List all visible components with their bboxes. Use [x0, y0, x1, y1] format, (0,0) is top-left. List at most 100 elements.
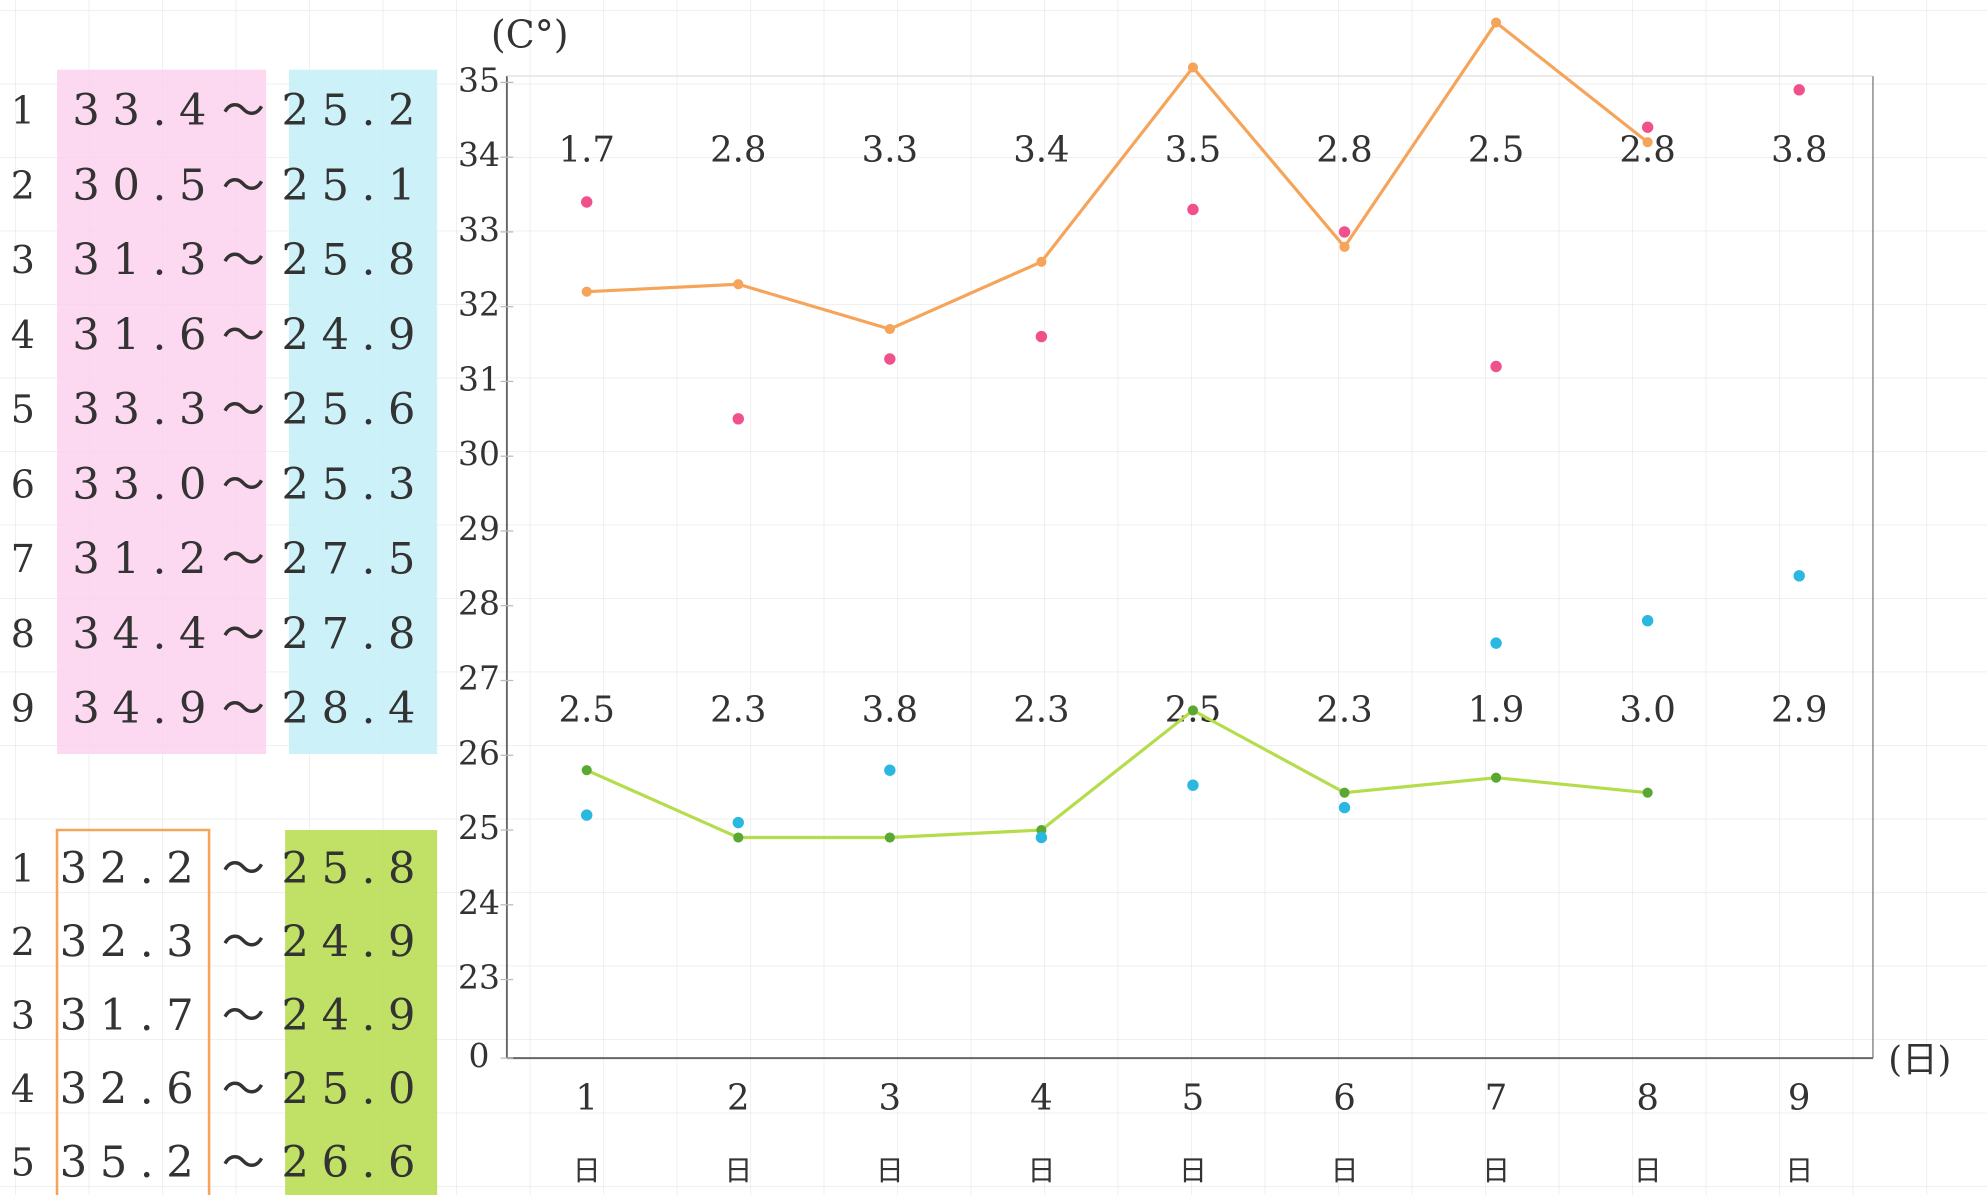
separator: 〜	[222, 535, 265, 585]
low-value: 25.0	[282, 1064, 429, 1114]
x-tick-label: 6	[1333, 1077, 1356, 1118]
low-value: 24.9	[282, 991, 429, 1041]
high-value: 31.3	[72, 236, 219, 286]
upper-note: 2.5	[1468, 130, 1524, 171]
row-number: 6	[11, 462, 35, 506]
y-tick-label: 29	[458, 509, 500, 548]
series-point	[1187, 705, 1199, 716]
x-unit: (日)	[1888, 1039, 1951, 1080]
y-tick-label: 26	[458, 733, 500, 772]
high-value: 32.3	[60, 917, 207, 967]
y-tick-label: 24	[458, 883, 500, 922]
lower-note: 3.0	[1619, 690, 1675, 731]
row-number: 8	[11, 612, 35, 656]
y-tick-label: 35	[458, 60, 500, 99]
separator: 〜	[222, 87, 265, 137]
x-tick-label: 5	[1182, 1077, 1205, 1118]
series-point	[1187, 62, 1199, 73]
y-tick-label: 23	[458, 958, 500, 997]
y-tick-label: 32	[458, 285, 500, 324]
upper-note: 2.8	[1316, 130, 1372, 171]
row-number: 5	[11, 1140, 35, 1184]
upper-note: 1.7	[559, 130, 615, 171]
scatter-point	[1035, 330, 1048, 343]
high-value: 34.4	[72, 609, 219, 659]
separator: 〜	[222, 991, 265, 1041]
separator: 〜	[222, 610, 265, 660]
scatter-point	[732, 413, 744, 425]
x-tick-label: 7	[1485, 1077, 1508, 1118]
low-value: 25.8	[282, 844, 429, 894]
x-tick-label: 9	[1788, 1077, 1811, 1118]
high-value: 31.7	[60, 991, 207, 1041]
low-value: 25.1	[282, 161, 429, 211]
y-tick-label: 31	[458, 359, 500, 398]
day-mark: 日	[1785, 1154, 1813, 1187]
scatter-point	[581, 809, 593, 821]
upper-note: 3.4	[1013, 130, 1069, 171]
y-tick-label: 27	[458, 659, 500, 698]
scatter-point	[1793, 84, 1805, 96]
series-line	[586, 708, 1648, 840]
scatter-point	[1187, 779, 1199, 791]
x-tick-label: 3	[879, 1077, 902, 1118]
scatter-point	[1187, 203, 1199, 216]
row-number: 1	[11, 846, 35, 890]
series-point	[1339, 787, 1350, 798]
row-number: 5	[11, 388, 35, 432]
orange-box	[55, 828, 211, 1195]
series-point	[1339, 241, 1350, 252]
y-tick-label: 34	[458, 135, 500, 174]
row-number: 2	[11, 920, 35, 964]
y-tick-label: 28	[458, 584, 500, 623]
row-number: 7	[11, 537, 35, 581]
series-line	[586, 20, 1649, 331]
separator: 〜	[222, 844, 265, 894]
row-number: 2	[11, 163, 35, 207]
series-point	[1642, 137, 1653, 148]
series-point	[1491, 772, 1502, 783]
low-value: 26.6	[282, 1138, 429, 1188]
low-value: 25.2	[282, 86, 429, 136]
separator: 〜	[222, 161, 265, 211]
upper-note: 2.8	[710, 130, 766, 171]
x-tick-label: 8	[1636, 1077, 1659, 1118]
upper-note: 3.8	[1771, 130, 1827, 171]
separator: 〜	[222, 311, 265, 361]
series-point	[884, 324, 895, 335]
lower-note: 3.8	[862, 690, 918, 731]
high-value: 31.6	[72, 310, 219, 360]
day-mark: 日	[1482, 1154, 1510, 1187]
low-value: 25.6	[282, 385, 429, 435]
separator: 〜	[222, 685, 265, 735]
high-value: 35.2	[60, 1138, 207, 1188]
y-unit: (C°)	[491, 13, 569, 57]
high-value: 33.4	[72, 86, 219, 136]
row-number: 3	[11, 993, 35, 1037]
pink-highlight	[57, 69, 267, 755]
high-value: 33.0	[72, 460, 219, 510]
scatter-point	[1490, 637, 1502, 649]
x-tick-label: 2	[727, 1077, 750, 1118]
low-value: 24.9	[282, 310, 429, 360]
low-value: 25.8	[282, 236, 429, 286]
day-mark: 日	[1331, 1154, 1359, 1187]
series-point	[581, 286, 592, 297]
row-number: 4	[11, 313, 35, 357]
low-value: 27.5	[282, 535, 429, 585]
x-tick-label: 4	[1030, 1077, 1053, 1118]
high-value: 32.2	[60, 844, 207, 894]
day-mark: 日	[1634, 1154, 1662, 1187]
lower-note: 2.3	[1316, 690, 1372, 731]
y-tick-label: 30	[458, 434, 500, 473]
separator: 〜	[222, 1065, 265, 1115]
y-tick-label: 0	[469, 1036, 490, 1075]
upper-note: 3.3	[862, 130, 918, 171]
lower-note: 2.3	[710, 690, 766, 731]
y-tick-label: 33	[458, 210, 500, 249]
scatter-point	[581, 196, 593, 208]
day-mark: 日	[876, 1154, 904, 1187]
series-point	[1036, 256, 1047, 267]
